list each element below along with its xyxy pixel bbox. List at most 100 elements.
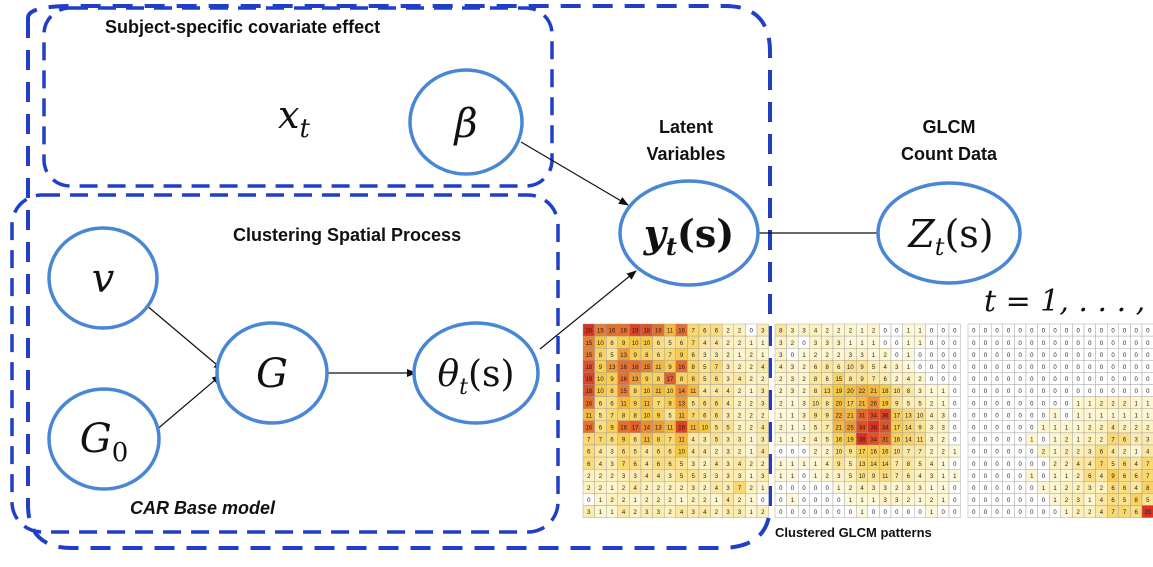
svg-text:yt(s): yt(s) xyxy=(643,211,735,261)
heatmap-cell-value: 3 xyxy=(1077,498,1081,504)
heatmap-cell-value: 0 xyxy=(1077,353,1081,359)
heatmap-cell-value: 0 xyxy=(802,474,806,480)
heatmap-cell-value: 1 xyxy=(814,462,818,468)
heatmap-cell-value: 0 xyxy=(1042,401,1046,407)
svg-text:Zt(s): Zt(s) xyxy=(907,212,993,261)
heatmap-cell-value: 2 xyxy=(599,486,603,492)
heatmap-cell-value: 4 xyxy=(918,474,922,480)
heatmap-cell-value: 0 xyxy=(1042,510,1046,516)
heatmap-cell-value: 0 xyxy=(918,510,922,516)
heatmap-cell-value: 0 xyxy=(779,486,783,492)
heatmap-cell-value: 1 xyxy=(1077,438,1081,444)
heatmap-cell-value: 3 xyxy=(692,510,696,516)
heatmap-cell-value: 13 xyxy=(824,389,831,395)
node-glcm-z: Zt(s) xyxy=(876,181,1022,285)
heatmap-cell-value: 0 xyxy=(1007,426,1011,432)
heatmap-cell-value: 6 xyxy=(622,450,626,456)
heatmap-cell-value: 0 xyxy=(984,389,988,395)
heatmap-cell-value: 1 xyxy=(791,498,795,504)
heatmap-cell-value: 5 xyxy=(1123,498,1127,504)
heatmap-cell-value: 2 xyxy=(1042,450,1046,456)
heatmap-cell-value: 2 xyxy=(942,438,946,444)
heatmap-cell-value: 6 xyxy=(599,401,603,407)
heatmap-cell-value: 25 xyxy=(847,426,854,432)
heatmap-cell-value: 2 xyxy=(779,389,783,395)
heatmap-cell-value: 7 xyxy=(715,365,719,371)
heatmap-cell-value: 1 xyxy=(849,498,853,504)
heatmap-cell-value: 4 xyxy=(645,474,649,480)
heatmap-cell-value: 0 xyxy=(984,353,988,359)
heatmap-cell-value: 2 xyxy=(750,462,754,468)
heatmap-cell-value: 0 xyxy=(802,510,806,516)
heatmap-cell-value: 0 xyxy=(1111,365,1115,371)
heatmap-cell-value: 3 xyxy=(802,401,806,407)
heatmap-cell-value: 18 xyxy=(585,389,592,395)
heatmap-cell-value: 0 xyxy=(779,510,783,516)
heatmap-cell-value: 9 xyxy=(645,377,649,383)
heatmap-cell-value: 10 xyxy=(597,389,604,395)
heatmap-cell-value: 6 xyxy=(657,462,661,468)
heatmap-cell-value: 1 xyxy=(738,353,742,359)
heatmap-cell-value: 0 xyxy=(1123,341,1127,347)
heatmap-cell-value: 9 xyxy=(610,426,614,432)
heatmap-cell-value: 6 xyxy=(715,413,719,419)
heatmap-cell-value: 1 xyxy=(1053,426,1057,432)
heatmap-cell-value: 1 xyxy=(942,486,946,492)
heatmap-cell-value: 0 xyxy=(1077,389,1081,395)
heatmap-cell-value: 9 xyxy=(895,401,899,407)
heatmap-cell-value: 0 xyxy=(995,341,999,347)
heatmap-cell-value: 1 xyxy=(907,329,911,335)
heatmap-cell-value: 1 xyxy=(1088,498,1092,504)
heatmap-cell-value: 3 xyxy=(895,365,899,371)
heatmap-cell-value: 1 xyxy=(918,329,922,335)
heatmap-cell-value: 1 xyxy=(1053,498,1057,504)
heatmap-cell-value: 2 xyxy=(1065,438,1069,444)
heatmap-cell-value: 1 xyxy=(779,462,783,468)
heatmap-cell-value: 11 xyxy=(586,413,593,419)
heatmap-cell-value: 38 xyxy=(859,438,866,444)
heatmap-cell-value: 16 xyxy=(835,438,842,444)
heatmap-cell-value: 2 xyxy=(657,486,661,492)
heatmap-cell-value: 9 xyxy=(860,365,864,371)
heatmap-cell-value: 4 xyxy=(599,450,603,456)
heatmap-cell-value: 0 xyxy=(1053,377,1057,383)
heatmap-cell-value: 5 xyxy=(599,413,603,419)
heatmap-cell-value: 0 xyxy=(1042,329,1046,335)
edge-theta-to-y xyxy=(539,270,637,350)
heatmap-cell-value: 2 xyxy=(622,498,626,504)
heatmap-cell-value: 0 xyxy=(995,450,999,456)
heatmap-cell-value: 3 xyxy=(930,426,934,432)
heatmap-cell-value: 4 xyxy=(826,462,830,468)
heatmap-cell-value: 0 xyxy=(1088,353,1092,359)
heatmap-cell-value: 0 xyxy=(953,341,957,347)
heatmap-cell-value: 2 xyxy=(849,329,853,335)
heatmap-cell-value: 0 xyxy=(826,498,830,504)
heatmap-cell-value: 19 xyxy=(847,438,854,444)
heatmap-cell-value: 9 xyxy=(634,401,638,407)
heatmap-cell-value: 10 xyxy=(812,401,819,407)
heatmap-cell-value: 2 xyxy=(895,377,899,383)
heatmap-cell-value: 0 xyxy=(1042,365,1046,371)
heatmap-cell-value: 2 xyxy=(750,377,754,383)
heatmap-cell-value: 6 xyxy=(703,329,707,335)
heatmap-cell-value: 3 xyxy=(761,474,765,480)
heatmap-cell-value: 1 xyxy=(1030,438,1034,444)
node-g: G xyxy=(215,321,329,425)
heatmap-cell-value: 5 xyxy=(872,365,876,371)
heatmap-cell-value: 0 xyxy=(1007,510,1011,516)
heatmap-cell-value: 3 xyxy=(657,510,661,516)
heatmap-cell-value: 1 xyxy=(1053,486,1057,492)
heatmap-cell-value: 0 xyxy=(1007,329,1011,335)
heatmap-cell-value: 11 xyxy=(655,389,662,395)
heatmap-cell-value: 3 xyxy=(802,413,806,419)
heatmap-cell-value: 16 xyxy=(678,365,685,371)
heatmap-cell-value: 2 xyxy=(826,353,830,359)
heatmap-cell-value: 17 xyxy=(847,401,854,407)
heatmap-cell-value: 20 xyxy=(1144,510,1151,516)
heatmap-cell-value: 5 xyxy=(668,341,672,347)
heatmap-cell-value: 4 xyxy=(738,462,742,468)
heatmap-cell-value: 0 xyxy=(1030,462,1034,468)
heatmap-cell-value: 3 xyxy=(726,474,730,480)
heatmap-cell-value: 0 xyxy=(1042,341,1046,347)
heatmap-cell-value: 2 xyxy=(1077,450,1081,456)
